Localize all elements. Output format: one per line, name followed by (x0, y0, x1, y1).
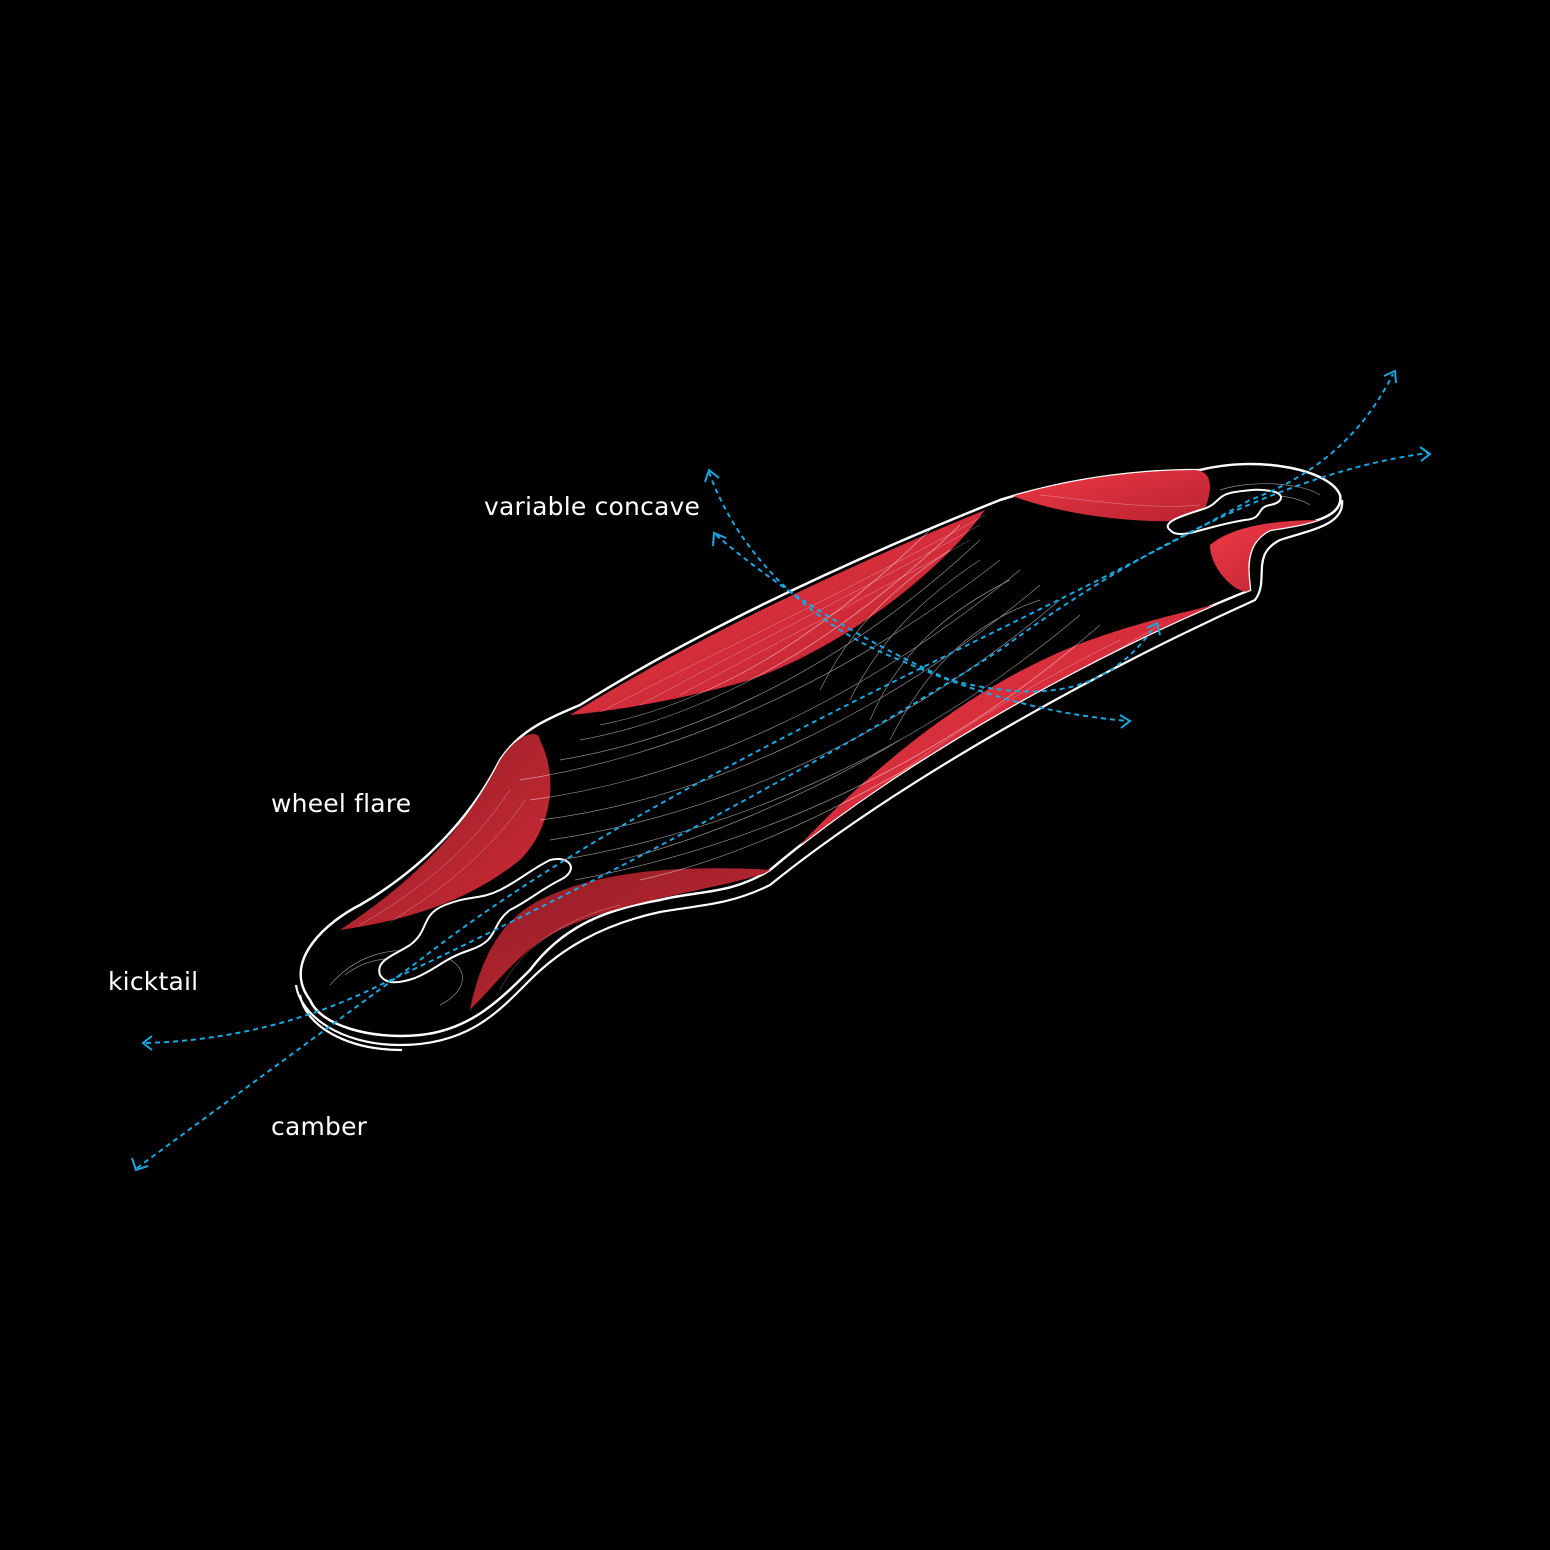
arrow-guides (136, 373, 1429, 1169)
arrowhead-camber-top (1383, 369, 1397, 384)
arrowhead-concave-upper-start (704, 468, 720, 483)
arrowhead-concave-lower-start (712, 531, 727, 547)
rear-truck-slot (1166, 488, 1282, 535)
flare-left-rail (570, 510, 985, 715)
arrowhead-concave-lower-end (1146, 621, 1161, 636)
flare-rear-right (1210, 520, 1330, 592)
arrowhead-concave-upper-end (1119, 714, 1132, 729)
flare-front-left (340, 734, 551, 930)
arrowhead-kicktail-right (1419, 446, 1432, 462)
arrow-heads (131, 369, 1432, 1172)
variable-concave-label: variable concave (484, 492, 701, 521)
arrowhead-kicktail-left (141, 1035, 153, 1051)
deck-edge (294, 499, 1344, 1052)
wheel-flare-label: wheel flare (271, 789, 412, 818)
flare-front-right (470, 868, 775, 1010)
arrowhead-camber-bottom (131, 1157, 149, 1172)
kicktail-label: kicktail (108, 967, 199, 996)
camber-arrow (136, 373, 1394, 1169)
front-truck-slot (378, 858, 572, 984)
concave-arrow-lower (715, 534, 1156, 693)
camber-label: camber (271, 1112, 368, 1141)
concave-arrow-upper (708, 471, 1129, 722)
